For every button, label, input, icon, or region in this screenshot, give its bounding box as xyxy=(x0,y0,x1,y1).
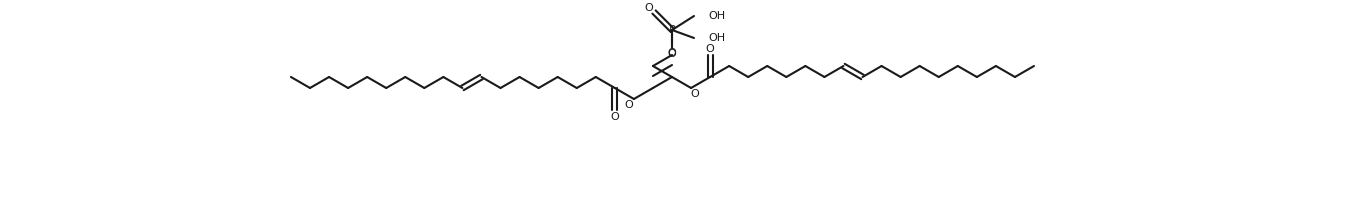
Text: O: O xyxy=(690,89,700,99)
Text: O: O xyxy=(625,100,633,110)
Text: OH: OH xyxy=(708,11,725,21)
Text: O: O xyxy=(667,49,677,59)
Text: P: P xyxy=(669,25,675,35)
Text: O: O xyxy=(611,112,619,122)
Text: OH: OH xyxy=(708,33,725,43)
Text: O: O xyxy=(706,44,715,54)
Text: O: O xyxy=(645,3,653,13)
Text: O: O xyxy=(667,48,677,58)
